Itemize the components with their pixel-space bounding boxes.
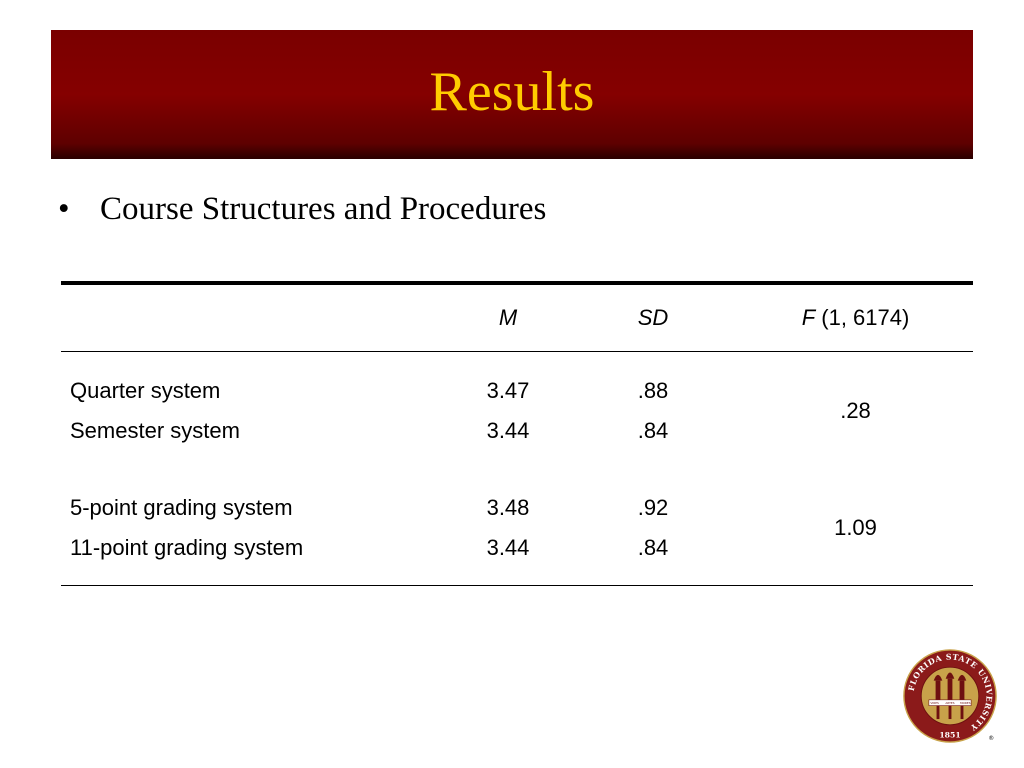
- row-sd: .88: [637, 378, 669, 403]
- spacer-row: [61, 451, 973, 488]
- row-sd: .84: [637, 535, 669, 560]
- seal-torch-label: MORES: [960, 701, 971, 705]
- seal-torch-label: ARTES: [945, 701, 954, 705]
- row-m: 3.47: [486, 378, 530, 403]
- row-m: 3.44: [486, 418, 530, 443]
- header-m: M: [448, 281, 568, 352]
- spacer-row: [61, 352, 973, 372]
- table-row: Semester system 3.44 .84: [61, 411, 973, 451]
- header-f: F (1, 6174): [738, 281, 973, 352]
- bullet-item: • Course Structures and Procedures: [58, 191, 546, 228]
- spacer-row: [61, 568, 973, 586]
- bullet-text: Course Structures and Procedures: [100, 191, 547, 227]
- results-table: M SD F (1, 6174) Quarter system 3.47 .88…: [61, 281, 973, 586]
- row-sd: .84: [637, 418, 669, 443]
- table-row: Quarter system 3.47 .88 .28: [61, 371, 973, 423]
- row-m: 3.48: [486, 495, 530, 520]
- table-row: 11-point grading system 3.44 .84: [61, 528, 973, 568]
- table-row: 5-point grading system 3.48 .92 1.09: [61, 488, 973, 540]
- title-banner: Results: [51, 30, 973, 159]
- seal-torch-label: VIRES: [930, 701, 939, 705]
- group-f-value: .28: [840, 398, 871, 423]
- slide-title: Results: [429, 60, 595, 123]
- registered-mark: ®: [988, 735, 994, 742]
- row-label: 5-point grading system: [70, 495, 293, 520]
- bullet-marker: •: [58, 191, 70, 227]
- header-label-cell: [61, 281, 448, 352]
- table-header-row: M SD F (1, 6174): [61, 281, 973, 352]
- university-seal-logo: FLORIDA STATE UNIVERSITY VIRES ARTES MOR…: [903, 649, 997, 743]
- row-m: 3.44: [486, 535, 530, 560]
- row-sd: .92: [637, 495, 669, 520]
- header-sd: SD: [568, 281, 738, 352]
- row-label: 11-point grading system: [70, 535, 304, 560]
- group-f-value: 1.09: [834, 515, 877, 540]
- row-label: Quarter system: [70, 378, 221, 403]
- row-label: Semester system: [70, 418, 240, 443]
- seal-year: 1851: [939, 730, 960, 739]
